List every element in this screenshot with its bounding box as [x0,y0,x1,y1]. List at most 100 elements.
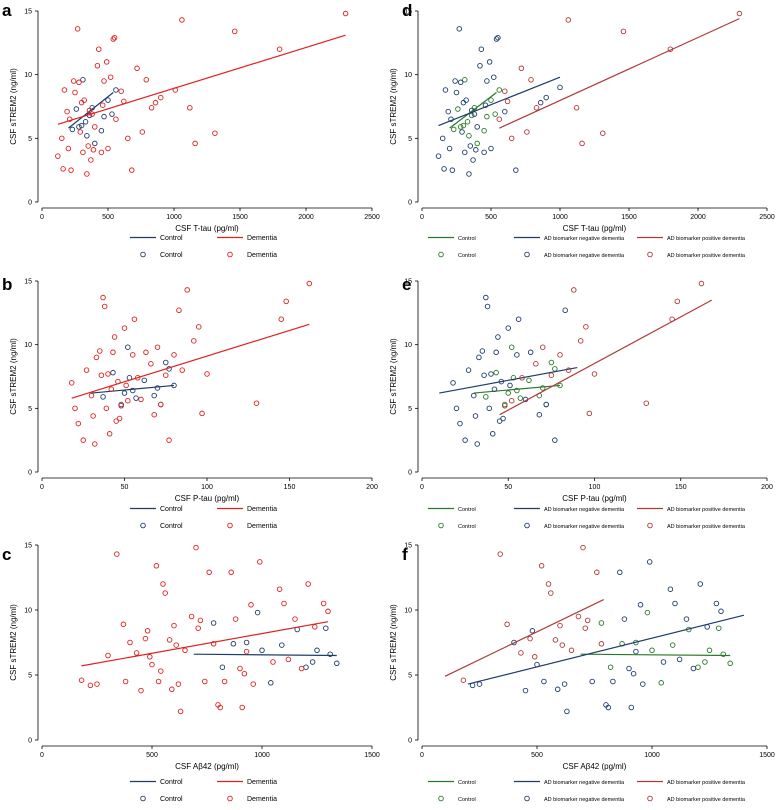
data-point [552,637,559,643]
data-point [531,654,538,660]
fit-line [91,384,175,394]
data-point [439,135,446,142]
data-point [510,375,517,381]
data-point [96,46,102,52]
data-point [143,349,149,356]
data-point [158,668,164,674]
data-point [197,617,204,624]
data-point [239,704,245,711]
data-point [736,10,743,17]
panel-label: b [2,275,12,294]
fit-line [439,366,578,394]
data-point [470,157,476,163]
data-point [502,88,508,94]
data-point [325,608,331,615]
data-point [486,405,493,412]
data-point [533,105,540,111]
data-point [718,608,724,615]
x-axis-title: CSF Aβ42 (pg/ml) [175,762,239,771]
data-point [484,78,490,84]
y-tick-label: 5 [28,406,32,413]
data-point [101,303,108,310]
data-point [565,17,572,23]
data-point [241,670,248,677]
data-point [162,590,168,596]
data-point [577,338,584,344]
data-point [617,569,623,576]
data-point [176,307,182,314]
data-point [306,280,313,287]
fit-line [193,653,337,657]
y-tick-label: 10 [404,72,412,79]
data-point [155,678,162,685]
data-point [463,97,469,103]
data-point [191,338,197,344]
panel-f: f 0 5 10 15 0 500 1000 1500 CSF Aβ42 (pg/ml) CSF s… [389,543,775,804]
data-point [254,609,261,616]
y-tick-label: 0 [28,470,32,477]
data-point [528,77,534,83]
series-dementia [78,544,331,715]
data-point [279,642,285,648]
data-point [478,46,485,52]
data-point [93,354,100,361]
data-point [116,415,123,422]
data-point [110,36,117,42]
legend-marker-swatch [524,251,530,258]
data-point [488,371,494,377]
data-point [598,641,605,647]
legend: Control Control Dementia Dementia [130,235,277,259]
data-point [101,78,107,84]
data-point [221,678,228,685]
data-point [142,635,149,642]
data-point [633,648,639,655]
data-point [476,354,482,361]
data-point [540,344,546,350]
data-point [65,145,72,152]
data-point [76,124,82,130]
x-tick-label: 500 [531,752,543,759]
data-point [72,405,78,412]
data-point [105,145,111,152]
series-ad-biomarker-positive-dementia [444,544,605,683]
data-point [445,108,451,115]
data-point [545,581,552,587]
panel-c: c 0 5 10 15 0 500 1000 1500 CSF Aβ42 (pg/ml) CSF s… [2,543,380,804]
data-point [283,298,289,305]
data-point [489,431,496,437]
legend-marker-swatch [140,251,146,258]
data-point [98,127,105,134]
data-point [147,654,153,660]
data-point [125,397,131,404]
y-tick-label: 5 [408,673,412,680]
data-point [110,369,116,376]
data-point [449,167,456,173]
data-point [446,145,453,152]
data-point [151,392,157,399]
data-point [342,10,349,17]
panel-label: d [402,1,412,20]
data-point [177,708,184,715]
data-point [309,659,316,665]
data-point [493,349,499,356]
data-point [243,639,250,646]
x-tick-label: 150 [284,484,296,491]
data-point [98,372,105,378]
data-point [323,625,329,631]
x-tick-label: 1000 [644,752,660,759]
x-tick-label: 50 [504,484,512,491]
data-point [649,647,655,654]
data-point [646,559,653,565]
y-axis-title: CSF sTREM2 (ng/ml) [389,338,398,415]
legend-line-label: Control [458,507,476,513]
data-point [96,348,103,354]
data-point [101,113,107,120]
data-point [120,621,127,628]
data-point [88,392,95,399]
data-point [669,642,676,648]
data-point [460,677,467,683]
panel-label: c [2,545,11,564]
data-point [105,97,111,103]
legend-marker-label: Control [458,253,476,259]
